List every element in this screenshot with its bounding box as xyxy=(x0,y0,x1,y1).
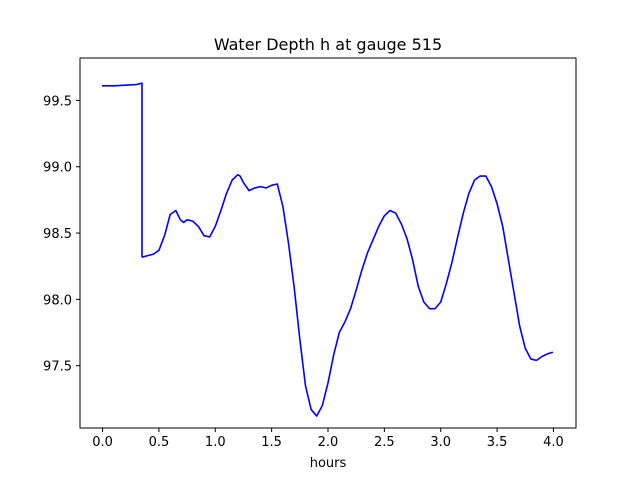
x-tick-label: 1.0 xyxy=(205,435,226,450)
x-tick-label: 3.0 xyxy=(430,435,451,450)
x-tick-label: 1.5 xyxy=(261,435,282,450)
x-tick-label: 0.0 xyxy=(92,435,113,450)
x-tick-label: 2.5 xyxy=(374,435,395,450)
y-tick-label: 98.0 xyxy=(43,293,72,308)
axes-frame xyxy=(79,57,577,429)
x-tick-label: 0.5 xyxy=(149,435,170,450)
y-tick-label: 99.0 xyxy=(43,161,72,176)
x-tick-label: 3.5 xyxy=(487,435,508,450)
y-tick-label: 99.5 xyxy=(43,94,72,109)
y-tick-label: 98.5 xyxy=(43,227,72,242)
x-tick-label: 4.0 xyxy=(543,435,564,450)
x-axis: 0.0 0.5 1.0 1.5 2.0 2.5 3.0 3.5 4.0 xyxy=(92,428,564,450)
x-tick-label: 2.0 xyxy=(318,435,339,450)
plot-area xyxy=(101,82,554,417)
series-line xyxy=(101,82,554,417)
x-axis-label: hours xyxy=(310,456,347,471)
chart-title: Water Depth h at gauge 515 xyxy=(214,35,442,54)
y-tick-label: 97.5 xyxy=(43,360,72,375)
y-axis: 97.5 98.0 98.5 99.0 99.5 xyxy=(43,94,80,375)
